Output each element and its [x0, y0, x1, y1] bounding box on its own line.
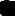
Text: Figure 2: Figure 2: [0, 0, 15, 16]
